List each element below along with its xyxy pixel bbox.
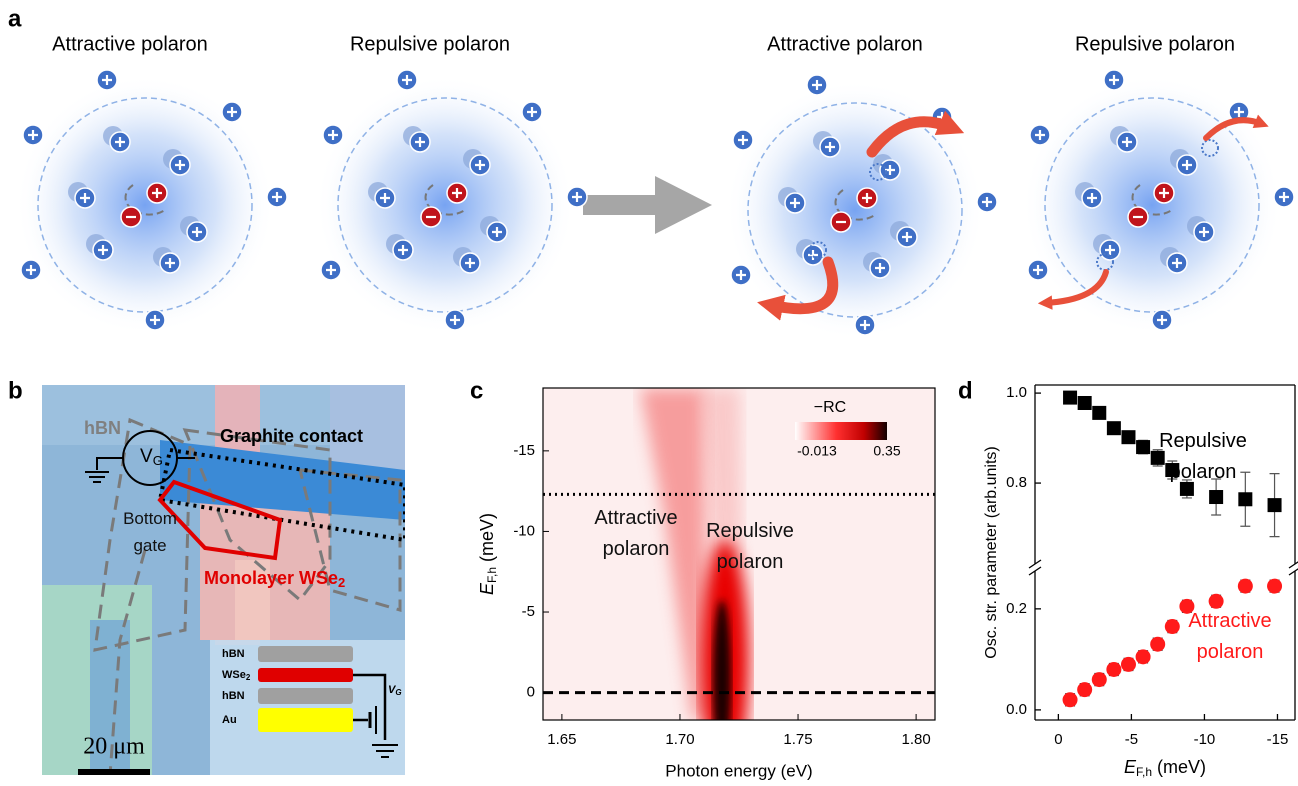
data-point (1238, 492, 1252, 506)
figure: a b c d Attractive polaronRepulsive pola… (0, 0, 1298, 786)
x-tick-label: 0 (1054, 731, 1062, 748)
colorbar-min: -0.013 (797, 443, 837, 459)
data-point (1063, 692, 1078, 707)
x-axis-label: Photon energy (eV) (665, 761, 812, 780)
x-tick-label: 1.75 (783, 731, 812, 748)
diagram-title: Attractive polaron (52, 33, 208, 55)
y-tick-label: 0.0 (1006, 701, 1027, 718)
figure-canvas: a b c d Attractive polaronRepulsive pola… (0, 0, 1298, 786)
data-point (1106, 662, 1121, 677)
flake-text: Monolayer WSe (204, 568, 338, 588)
panel-a: Attractive polaron Repulsive polaron Attra… (15, 33, 1294, 340)
series-label: Attractive polaron (1168, 606, 1292, 668)
x-tick-label: -15 (1267, 731, 1289, 748)
data-point (1238, 579, 1253, 594)
y-tick-label: -15 (513, 442, 535, 459)
panel-label: b (8, 377, 23, 404)
data-point (1078, 396, 1092, 410)
y-axis-label: Osc. str. parameter (arb.units) (983, 446, 1000, 659)
y-tick-label: -5 (522, 603, 535, 620)
data-point (1136, 649, 1151, 664)
stack-label: hBN (222, 690, 245, 702)
panel-label: a (8, 5, 22, 32)
diagram-title: Repulsive polaron (350, 33, 510, 55)
stack-text: WSe (222, 669, 246, 681)
x-tick-label: 1.80 (902, 731, 931, 748)
stack-gate-sub: G (395, 688, 401, 697)
panel-label: d (958, 377, 973, 404)
x-axis-unit: (meV) (1157, 757, 1206, 777)
colorbar-max: 0.35 (873, 443, 900, 459)
axis-break (1289, 567, 1298, 575)
x-axis-label: EF,h(meV) (1124, 757, 1206, 779)
data-point (1150, 637, 1165, 652)
data-point (1121, 657, 1136, 672)
data-point (1092, 406, 1106, 420)
process-arrow (583, 176, 712, 234)
scale-bar-label: 20 μm (83, 734, 145, 760)
flake-sub: 2 (338, 575, 345, 590)
gate-sub: G (153, 453, 163, 468)
stack-label: hBN (222, 648, 245, 660)
panel-label: c (470, 377, 483, 404)
data-point (1267, 579, 1282, 594)
gate-text: V (140, 446, 153, 467)
stack-label: Au (222, 714, 237, 726)
y-tick-label: 0 (527, 684, 535, 701)
y-tick-label: 0.8 (1006, 474, 1027, 491)
data-point (1077, 682, 1092, 697)
graphite-label: Graphite contact (220, 426, 363, 446)
y-tick-label: -10 (513, 522, 535, 539)
y-tick-label: 1.0 (1006, 384, 1027, 401)
data-point (1107, 421, 1121, 435)
stack-sub: 2 (246, 673, 251, 682)
colorbar-title: −RC (814, 399, 846, 416)
x-tick-label: -10 (1194, 731, 1216, 748)
x-axis-sub: F,h (1136, 765, 1152, 779)
data-point (1092, 672, 1107, 687)
data-point (1268, 498, 1282, 512)
gate-label: Bottom gate (110, 505, 190, 559)
colorbar (795, 422, 887, 440)
y-axis-unit: (meV) (477, 513, 497, 562)
y-tick-label: 0.2 (1006, 600, 1027, 617)
x-tick-label: 1.65 (547, 731, 576, 748)
diagram-title: Attractive polaron (767, 33, 923, 55)
x-tick-label: 1.70 (665, 731, 694, 748)
data-point (1121, 430, 1135, 444)
y-axis-label: EF,h(meV) (477, 513, 499, 595)
axis-break (1289, 560, 1298, 568)
annotation: Attractive polaron (578, 503, 694, 565)
data-point (1063, 391, 1077, 405)
y-axis-sub: F,h (485, 567, 499, 583)
diagram-title: Repulsive polaron (1075, 33, 1235, 55)
data-point (1209, 490, 1223, 504)
flake-label: Monolayer WSe2 (204, 568, 345, 591)
hbn-label: hBN (84, 418, 121, 438)
series-label: Repulsive polaron (1148, 426, 1258, 488)
annotation: Repulsive polaron (688, 516, 812, 578)
x-tick-label: -5 (1125, 731, 1138, 748)
